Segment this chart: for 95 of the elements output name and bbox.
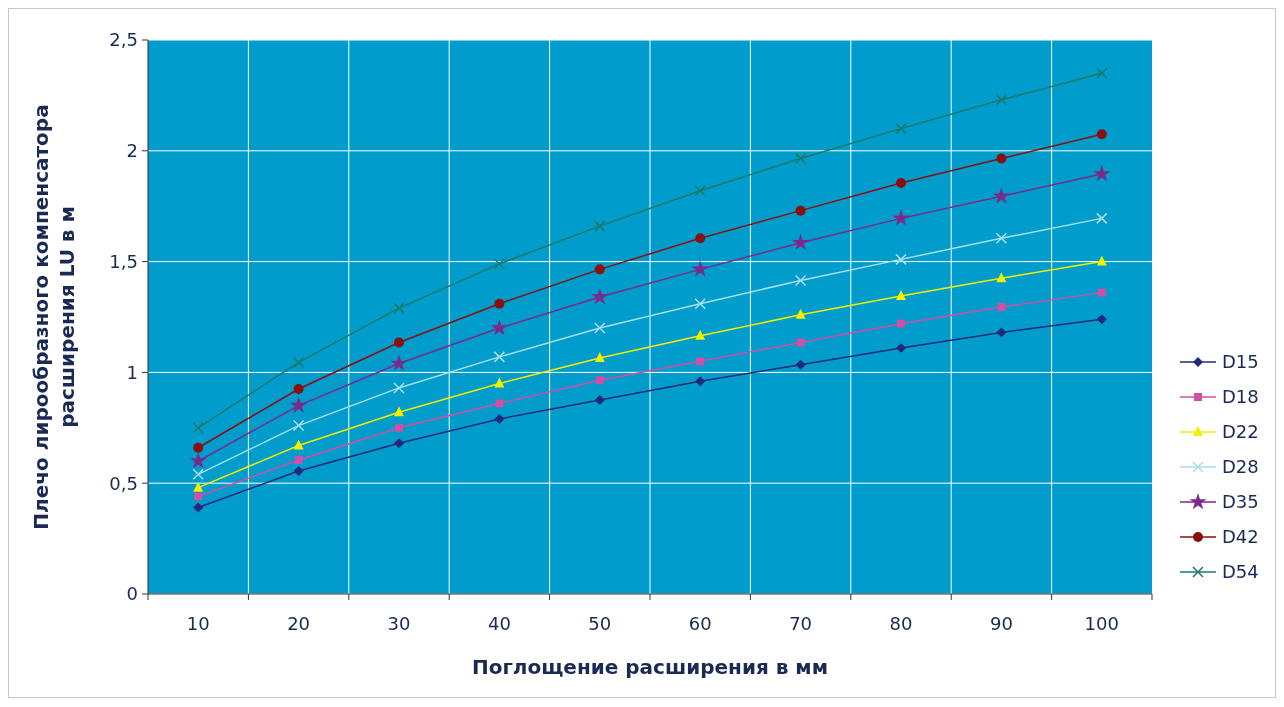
y-tick-label: 0,5 <box>109 472 138 494</box>
point <box>895 122 907 135</box>
point <box>495 399 504 408</box>
legend-label: D54 <box>1222 561 1259 583</box>
point <box>193 442 204 453</box>
point <box>293 384 304 395</box>
x-tick-label: 90 <box>989 613 1013 634</box>
point <box>694 297 706 310</box>
x-tick-label: 40 <box>487 613 511 634</box>
point <box>189 452 207 469</box>
point <box>494 298 505 309</box>
y-tick-label: 2 <box>126 140 138 162</box>
x-tick-label: 20 <box>287 613 311 634</box>
point <box>795 359 806 370</box>
point <box>594 395 605 406</box>
point <box>192 468 204 481</box>
point <box>494 413 505 424</box>
point <box>992 187 1010 204</box>
point <box>395 423 403 432</box>
point <box>293 466 304 477</box>
point <box>695 329 706 340</box>
x-axis-title: Поглощение расширения в мм <box>471 655 829 679</box>
point <box>1096 67 1108 79</box>
point <box>594 220 606 232</box>
legend-label: D35 <box>1222 491 1259 513</box>
point <box>696 357 705 366</box>
y-tick-label: 1,5 <box>109 250 138 272</box>
point <box>390 354 408 371</box>
point <box>595 376 604 385</box>
y-tick-label: 1 <box>126 361 138 383</box>
point <box>795 205 806 216</box>
point <box>792 233 810 251</box>
point <box>796 338 805 347</box>
point <box>594 264 605 275</box>
point <box>896 177 906 188</box>
legend-label: D42 <box>1222 526 1259 548</box>
point <box>1096 314 1107 325</box>
legend-label: D15 <box>1222 351 1259 373</box>
point <box>490 319 508 336</box>
y-axis-title: Плечо лирообразного компенсатора расширения LU в м <box>29 104 79 530</box>
point <box>594 322 606 334</box>
point <box>293 439 304 450</box>
point <box>1093 165 1111 182</box>
point <box>794 152 807 165</box>
point <box>1096 129 1107 140</box>
point <box>193 502 204 513</box>
point <box>892 209 910 226</box>
y-tick-label: 2,5 <box>109 29 138 51</box>
point <box>393 382 405 394</box>
point <box>691 260 709 277</box>
point <box>493 351 506 363</box>
point <box>996 272 1007 283</box>
x-tick-label: 100 <box>1084 613 1119 634</box>
point <box>494 377 505 388</box>
point <box>594 352 605 362</box>
point <box>996 327 1007 338</box>
point <box>695 376 706 387</box>
point <box>896 343 906 354</box>
point <box>493 258 506 270</box>
point <box>694 184 706 197</box>
point <box>394 337 404 348</box>
legend-label: D18 <box>1222 386 1259 408</box>
point <box>1096 212 1108 225</box>
point <box>393 302 405 314</box>
point <box>192 422 204 434</box>
point <box>394 438 404 449</box>
point <box>996 153 1007 164</box>
point <box>995 232 1008 245</box>
point <box>896 289 906 300</box>
legend-label: D28 <box>1222 456 1259 478</box>
y-tick-label: 0 <box>126 583 138 605</box>
point <box>292 419 305 432</box>
x-tick-label: 10 <box>186 613 210 634</box>
point <box>292 356 305 369</box>
point <box>795 308 806 319</box>
point <box>193 481 204 492</box>
point <box>995 94 1008 106</box>
point <box>290 396 308 413</box>
point <box>1096 255 1107 266</box>
x-tick-label: 60 <box>688 613 712 634</box>
legend-label: D22 <box>1222 421 1259 443</box>
point <box>897 319 905 328</box>
point <box>294 455 303 464</box>
point <box>194 492 203 501</box>
point <box>794 274 807 287</box>
x-tick-label: 50 <box>588 613 612 634</box>
point <box>1097 288 1106 297</box>
point <box>591 288 609 305</box>
point <box>895 253 907 266</box>
x-tick-label: 80 <box>889 613 913 634</box>
x-tick-label: 30 <box>387 613 411 634</box>
x-tick-label: 70 <box>789 613 813 634</box>
point <box>695 233 706 244</box>
point <box>997 303 1006 312</box>
point <box>394 406 404 417</box>
